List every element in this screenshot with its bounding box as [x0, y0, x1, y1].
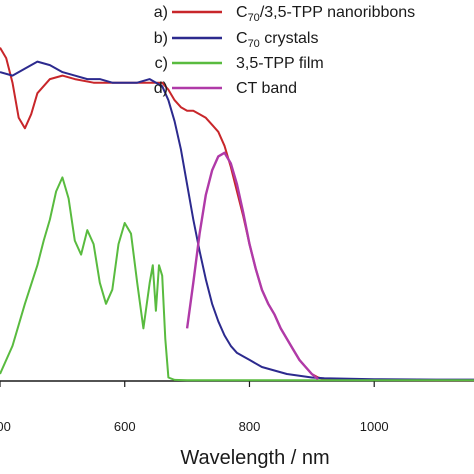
x-ticks: 400 600 800 1000 — [0, 381, 389, 434]
legend-letter: d) — [154, 80, 168, 97]
legend-label: CT band — [236, 80, 297, 97]
x-tick-label: 800 — [239, 419, 261, 434]
series-line-c — [0, 176, 474, 382]
series-layer — [0, 47, 474, 382]
x-tick-label: 400 — [0, 419, 11, 434]
x-axis-title: Wavelength / nm — [180, 447, 329, 469]
legend-label: 3,5-TPP film — [236, 55, 324, 72]
legend-letter: c) — [155, 55, 168, 72]
legend: a) C70/3,5-TPP nanoribbons b) C70 crystals c… — [154, 4, 415, 97]
legend-label: C70/3,5-TPP nanoribbons — [236, 4, 415, 24]
legend-letter: a) — [154, 4, 168, 21]
plot-area: 400 600 800 1000 — [0, 47, 474, 434]
series-line-b — [0, 60, 474, 381]
series-line-d — [185, 151, 319, 381]
legend-label: C70 crystals — [236, 30, 318, 50]
x-tick-label: 600 — [114, 419, 136, 434]
x-tick-label: 1000 — [360, 419, 389, 434]
legend-letter: b) — [154, 30, 168, 47]
